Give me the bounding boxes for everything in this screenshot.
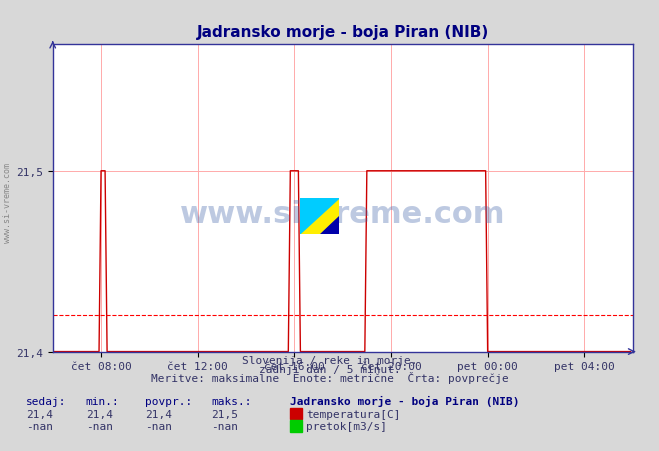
- Text: Jadransko morje - boja Piran (NIB): Jadransko morje - boja Piran (NIB): [290, 395, 519, 405]
- Text: min.:: min.:: [86, 396, 119, 405]
- Text: www.si-vreme.com: www.si-vreme.com: [180, 199, 505, 228]
- Text: -nan: -nan: [145, 421, 172, 431]
- Text: 21,4: 21,4: [145, 409, 172, 419]
- Text: sedaj:: sedaj:: [26, 396, 67, 405]
- Title: Jadransko morje - boja Piran (NIB): Jadransko morje - boja Piran (NIB): [196, 25, 489, 40]
- Text: Meritve: maksimalne  Enote: metrične  Črta: povprečje: Meritve: maksimalne Enote: metrične Črta…: [151, 371, 508, 383]
- Text: 21,4: 21,4: [86, 409, 113, 419]
- Text: pretok[m3/s]: pretok[m3/s]: [306, 421, 387, 431]
- Text: -nan: -nan: [86, 421, 113, 431]
- Text: -nan: -nan: [26, 421, 53, 431]
- Polygon shape: [320, 216, 339, 235]
- Text: 21,4: 21,4: [26, 409, 53, 419]
- Text: zadnji dan / 5 minut.: zadnji dan / 5 minut.: [258, 364, 401, 374]
- Text: temperatura[C]: temperatura[C]: [306, 409, 401, 419]
- Text: 21,5: 21,5: [211, 409, 238, 419]
- Text: Slovenija / reke in morje.: Slovenija / reke in morje.: [242, 355, 417, 365]
- Polygon shape: [300, 198, 339, 235]
- Text: www.si-vreme.com: www.si-vreme.com: [3, 163, 13, 243]
- Polygon shape: [300, 198, 339, 235]
- Text: -nan: -nan: [211, 421, 238, 431]
- Text: povpr.:: povpr.:: [145, 396, 192, 405]
- Text: maks.:: maks.:: [211, 396, 251, 405]
